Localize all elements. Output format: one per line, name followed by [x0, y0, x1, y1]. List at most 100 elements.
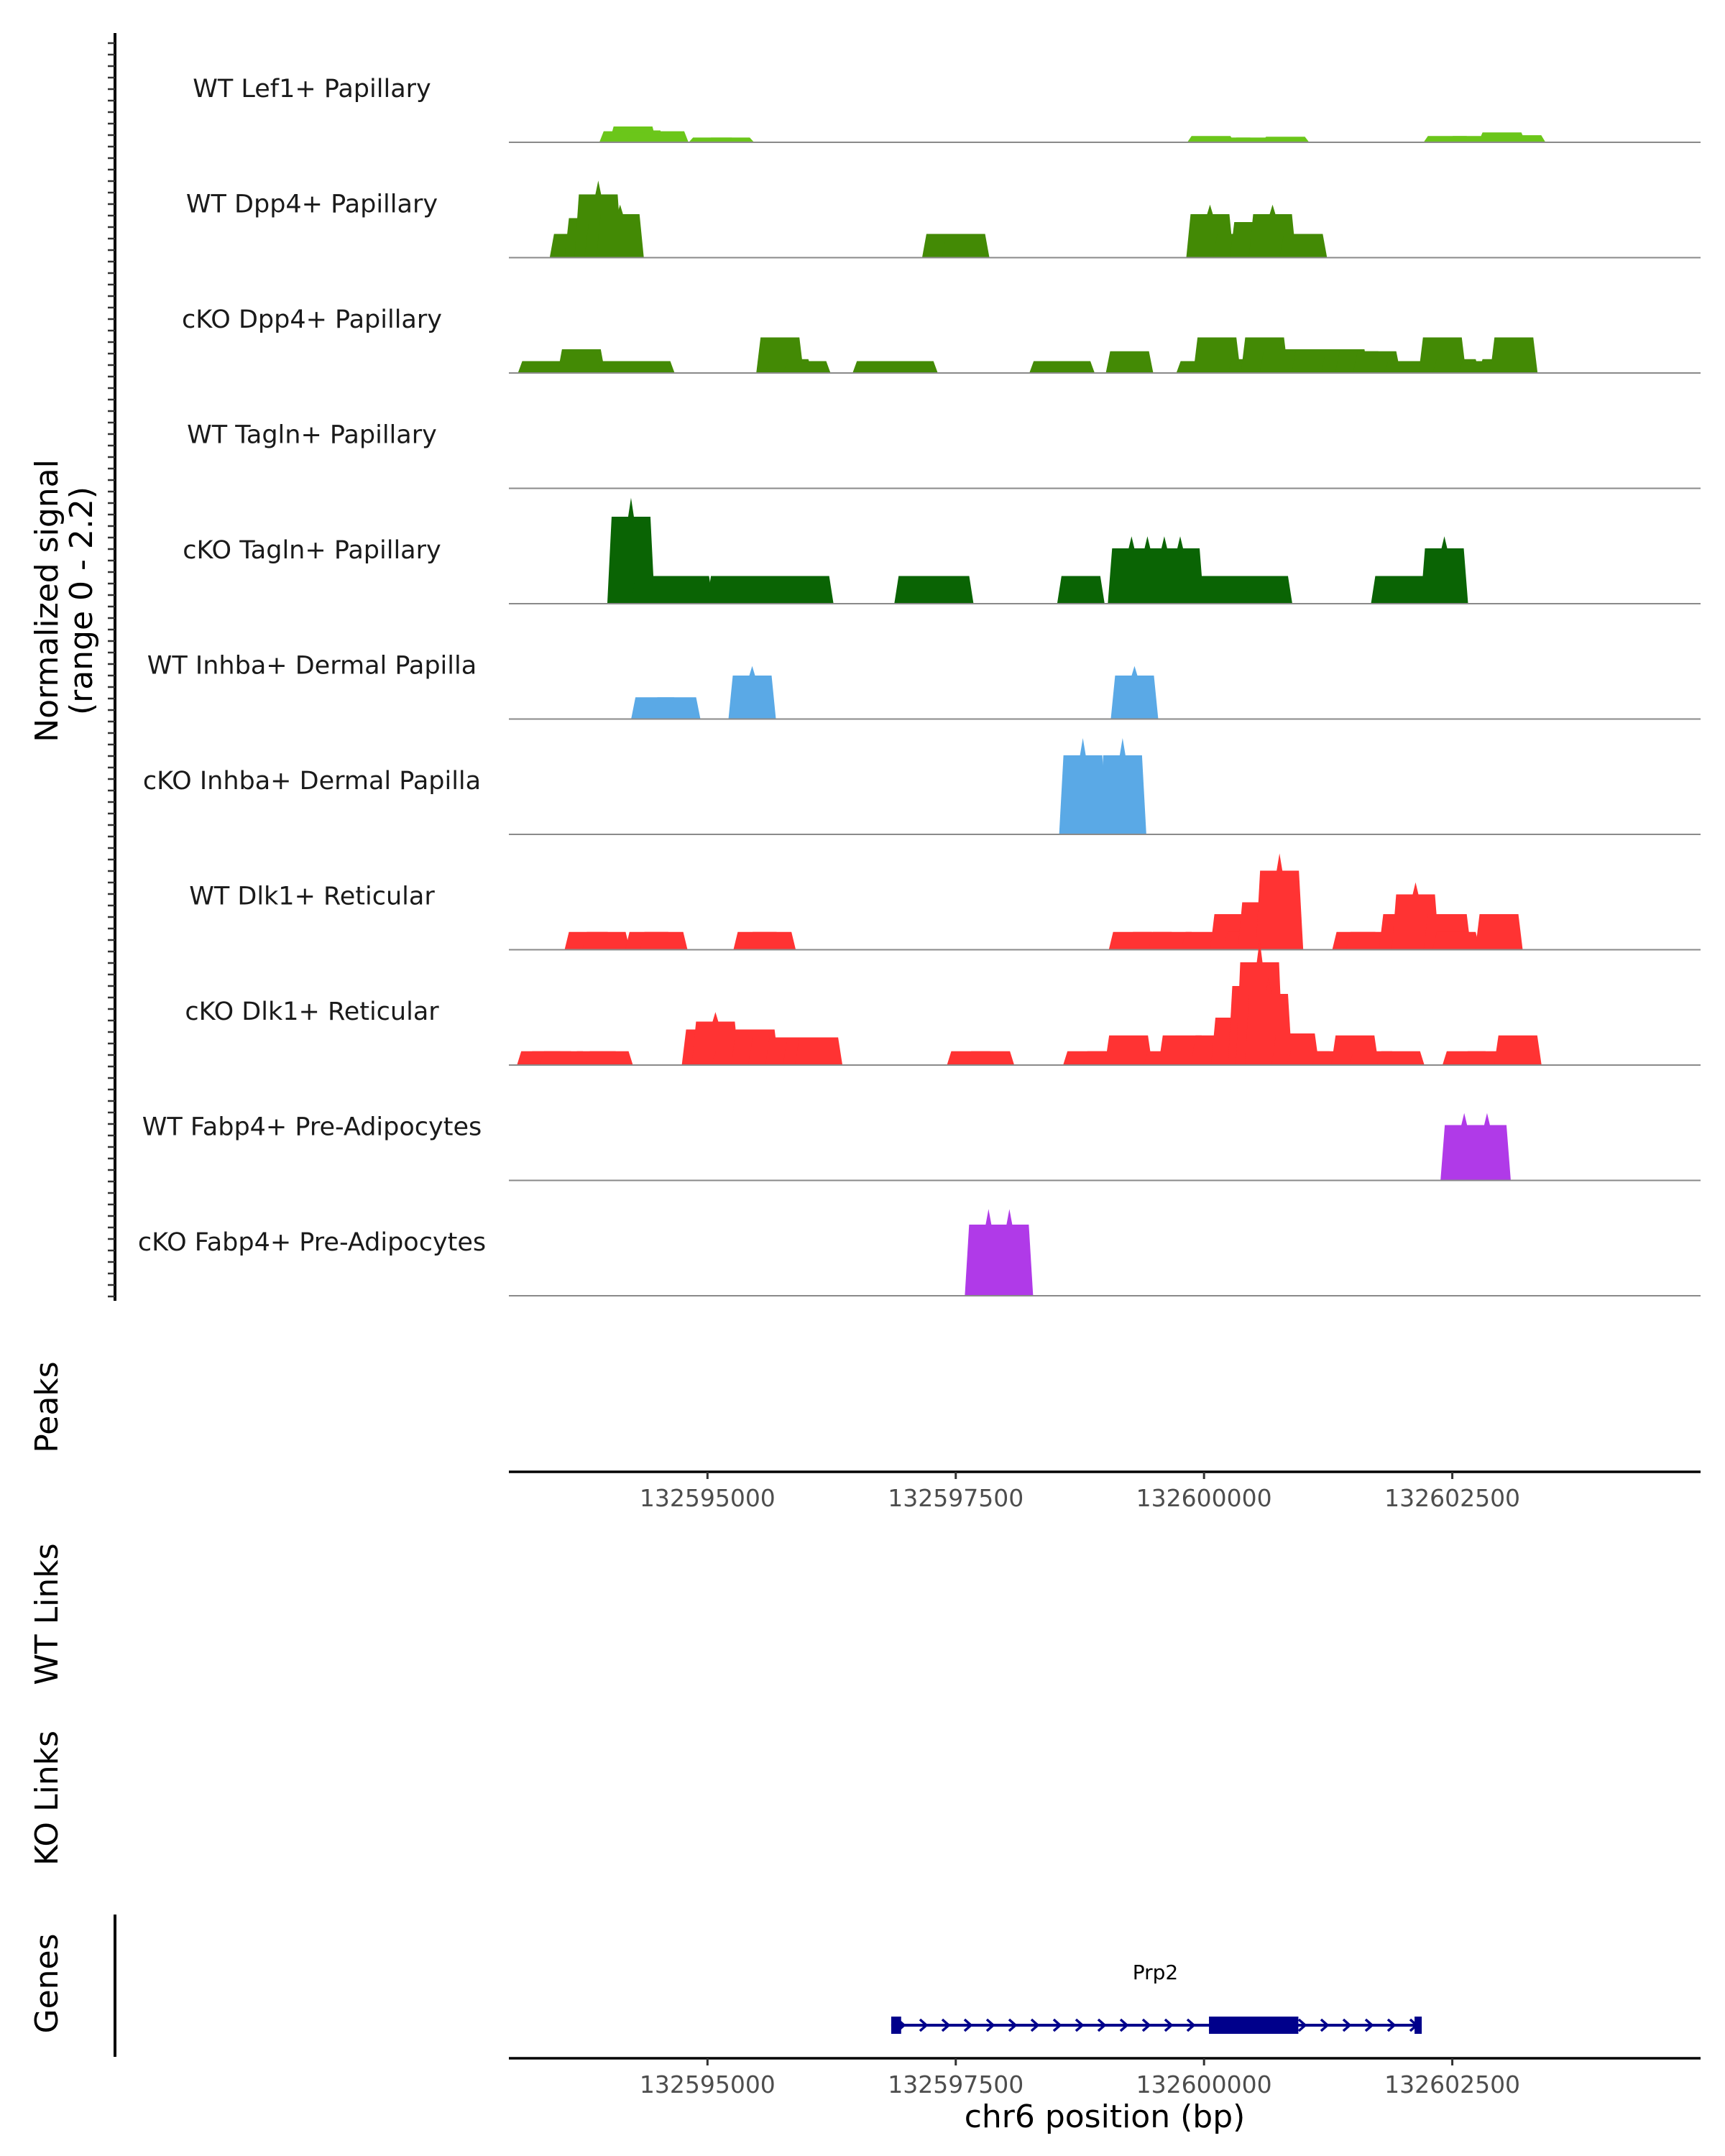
- strand-arrow: [1119, 2018, 1129, 2032]
- coverage-peak: [640, 931, 688, 950]
- coverage-spike: [1177, 536, 1184, 548]
- coverage-tracks: WT Lef1+ Papillary WT Dpp4+ Papillary cKO …: [138, 75, 1701, 1296]
- x-tick-label: 132595000: [640, 1484, 776, 1512]
- track-label: cKO Dlk1+ Reticular: [185, 998, 439, 1026]
- strand-arrow: [941, 2018, 951, 2032]
- coverage-peak: [728, 676, 776, 719]
- track-label: WT Tagln+ Papillary: [187, 421, 437, 450]
- coverage-peak: [985, 1225, 1034, 1296]
- coverage-track: WT Inhba+ Dermal Papilla: [147, 652, 1701, 720]
- coverage-peak: [640, 131, 689, 142]
- coverage-peak: [666, 576, 714, 604]
- strand-arrow: [1008, 2018, 1018, 2032]
- coverage-track: cKO Inhba+ Dermal Papilla: [143, 738, 1701, 835]
- track-label: WT Dpp4+ Papillary: [186, 190, 438, 219]
- peaks-panel-label: Peaks: [29, 1361, 65, 1452]
- coverage-spike: [985, 1209, 992, 1225]
- coverage-peak: [1432, 931, 1481, 950]
- strand-arrow: [1075, 2018, 1085, 2032]
- ko-links-panel-label: KO Links: [29, 1731, 65, 1866]
- coverage-track: cKO Tagln+ Papillary: [183, 497, 1701, 604]
- x-tick-label: 132600000: [1136, 2070, 1272, 2099]
- gene-exon: [1209, 2017, 1299, 2034]
- coverage-spike: [712, 1012, 719, 1022]
- x-tick-label: 132597500: [888, 1484, 1024, 1512]
- coverage-peak: [942, 234, 990, 258]
- coverage-peak: [1193, 337, 1241, 373]
- coverage-spike: [1265, 978, 1271, 994]
- gene-track: Prp2: [891, 1961, 1422, 2034]
- x-tick-label: 132600000: [1136, 1484, 1272, 1512]
- coverage-spike: [1080, 738, 1086, 755]
- coverage-peak: [1376, 1051, 1425, 1065]
- track-label: cKO Inhba+ Dermal Papilla: [143, 767, 481, 796]
- track-label: WT Dlk1+ Reticular: [189, 883, 435, 911]
- coverage-peak: [707, 137, 755, 142]
- track-label: cKO Fabp4+ Pre-Adipocytes: [138, 1228, 486, 1257]
- coverage-peak: [748, 931, 796, 950]
- coverage-track: WT Lef1+ Papillary: [193, 75, 1701, 143]
- coverage-spike: [1128, 536, 1135, 548]
- coverage-track: cKO Fabp4+ Pre-Adipocytes: [138, 1209, 1701, 1296]
- x-tick-label: 132595000: [640, 2070, 776, 2099]
- strand-arrow: [919, 2018, 929, 2032]
- coverage-ylabel-range: (range 0 - 2.2): [63, 487, 100, 715]
- gene-name-label: Prp2: [1133, 1961, 1179, 1984]
- strand-arrow: [1141, 2018, 1151, 2032]
- coverage-ylabel: Normalized signal: [29, 459, 65, 742]
- wt-links-panel-label: WT Links: [29, 1543, 65, 1685]
- x-axis-title: chr6 position (bp): [965, 2099, 1246, 2135]
- coverage-spike: [1484, 1112, 1490, 1125]
- coverage-spike: [1276, 853, 1283, 871]
- strand-arrow: [1320, 2018, 1330, 2032]
- coverage-spike: [749, 665, 755, 676]
- gene-exon: [1414, 2017, 1422, 2034]
- coverage-peak: [1256, 870, 1304, 950]
- coverage-peak: [1105, 1035, 1153, 1065]
- coverage-spike: [1207, 204, 1213, 214]
- coverage-y-ticks: [108, 42, 115, 1298]
- coverage-track: WT Fabp4+ Pre-Adipocytes: [142, 1113, 1701, 1181]
- strand-arrow: [985, 2018, 995, 2032]
- coverage-peak: [786, 576, 834, 604]
- coverage-peak: [1279, 234, 1328, 258]
- coverage-peak: [795, 1037, 843, 1065]
- coverage-peak: [627, 361, 675, 373]
- coverage-spike: [1461, 1112, 1468, 1125]
- track-label: cKO Tagln+ Papillary: [183, 536, 441, 565]
- strand-arrow: [1297, 2018, 1307, 2032]
- track-label: WT Fabp4+ Pre-Adipocytes: [142, 1113, 482, 1142]
- coverage-track: cKO Dpp4+ Papillary: [182, 305, 1701, 374]
- coverage-peak: [585, 1051, 633, 1065]
- coverage-peak: [1057, 576, 1105, 604]
- coverage-peak: [1420, 548, 1468, 604]
- coverage-spike: [595, 180, 602, 195]
- coverage-peak: [557, 349, 605, 373]
- strand-arrow: [1186, 2018, 1196, 2032]
- strand-arrow: [1386, 2018, 1397, 2032]
- strand-arrow: [1342, 2018, 1352, 2032]
- coverage-track: WT Dpp4+ Papillary: [186, 180, 1701, 259]
- coverage-peak: [1475, 914, 1523, 950]
- coverage-track: cKO Dlk1+ Reticular: [185, 939, 1701, 1066]
- coverage-spike: [1144, 536, 1151, 548]
- strand-arrow: [1052, 2018, 1062, 2032]
- coverage-spike: [1441, 536, 1448, 548]
- coverage-peak: [1105, 351, 1154, 373]
- coverage-spike: [1269, 204, 1276, 214]
- track-label: WT Inhba+ Dermal Papilla: [147, 652, 477, 681]
- coverage-peak: [1494, 1035, 1542, 1065]
- strand-arrow: [1164, 2018, 1174, 2032]
- coverage-track: WT Tagln+ Papillary: [187, 421, 1701, 489]
- genes-panel-label: Genes: [29, 1933, 65, 2033]
- coverage-peak: [1244, 576, 1292, 604]
- coverage-peak: [582, 931, 630, 950]
- coverage-spike: [1161, 536, 1167, 548]
- coverage-peak: [852, 361, 901, 373]
- coverage-spike: [1131, 665, 1138, 676]
- x-tick-label: 132597500: [888, 2070, 1024, 2099]
- coverage-spike: [1119, 738, 1126, 755]
- strand-arrow: [1097, 2018, 1107, 2032]
- coverage-peak: [653, 697, 701, 719]
